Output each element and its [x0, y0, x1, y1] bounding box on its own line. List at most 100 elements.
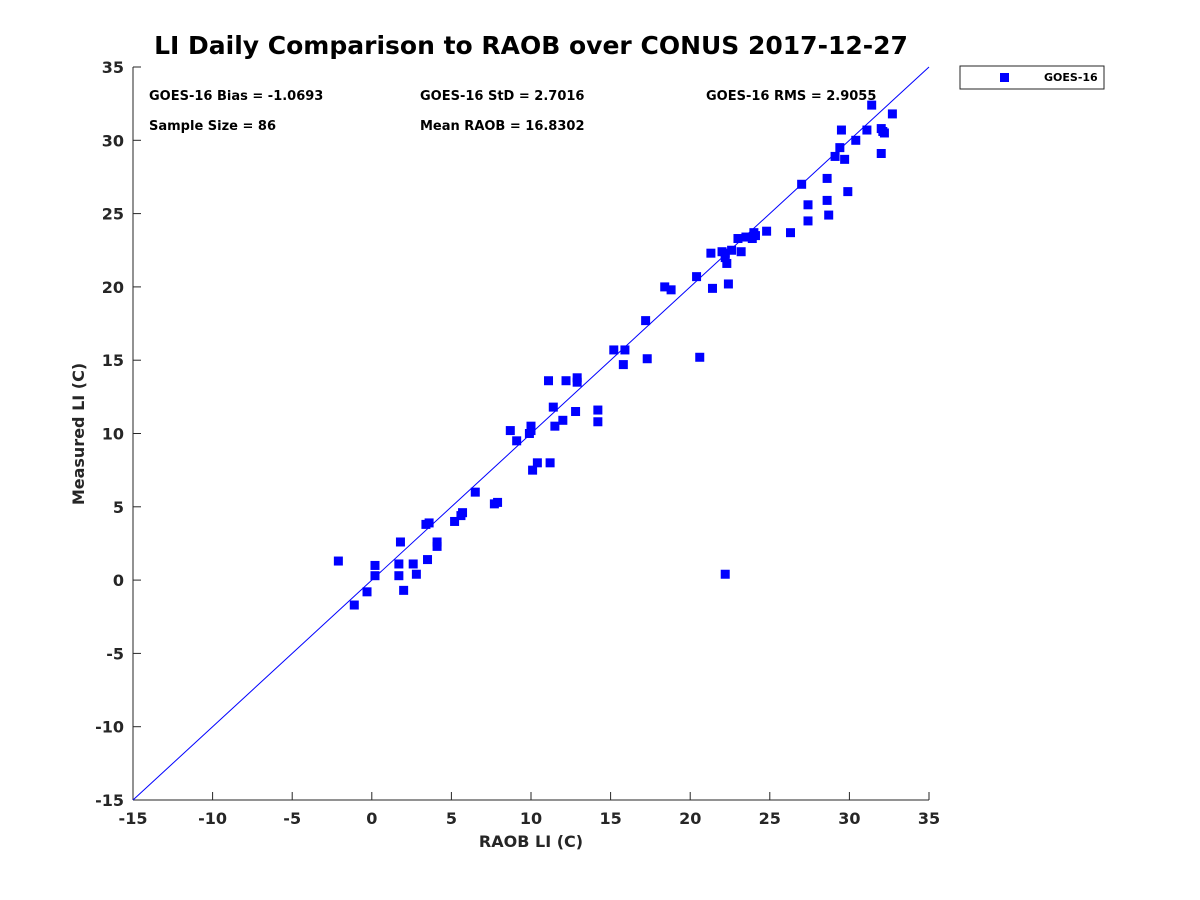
rms-stat: GOES-16 RMS = 2.9055	[706, 89, 876, 104]
y-tick-label: 15	[102, 351, 124, 370]
data-point	[749, 228, 759, 238]
data-point	[620, 345, 630, 355]
data-point	[493, 497, 503, 507]
data-point	[394, 571, 404, 581]
x-tick-label: 5	[446, 809, 457, 828]
data-point	[395, 537, 405, 547]
x-tick-label: 15	[599, 809, 621, 828]
data-point	[609, 345, 619, 355]
data-point	[593, 405, 603, 415]
data-point	[727, 245, 737, 255]
x-tick-label: -15	[119, 809, 148, 828]
y-tick-label: 5	[113, 498, 124, 517]
data-point	[733, 234, 743, 244]
data-point	[843, 187, 853, 197]
y-tick-label: 30	[102, 131, 124, 150]
y-axis-label: Measured LI (C)	[69, 363, 88, 505]
data-point	[840, 154, 850, 164]
y-axis-ticks: 35 30 25 20 15 10 5 0 -5 -10 -15	[95, 58, 141, 810]
data-point	[572, 377, 582, 387]
y-tick-label: -10	[95, 718, 124, 737]
data-point	[876, 148, 886, 158]
std-stat: GOES-16 StD = 2.7016	[420, 89, 584, 104]
data-point	[835, 143, 845, 153]
data-point	[450, 516, 460, 526]
data-point	[571, 407, 581, 417]
data-point	[720, 569, 730, 579]
data-point	[707, 283, 717, 293]
data-point	[370, 571, 380, 581]
legend-label: GOES-16	[1044, 71, 1098, 84]
data-point	[458, 508, 468, 518]
data-point	[558, 415, 568, 425]
data-point	[505, 426, 515, 436]
data-point	[593, 417, 603, 427]
x-tick-label: 20	[679, 809, 701, 828]
y-tick-label: 0	[113, 571, 124, 590]
data-point	[762, 226, 772, 236]
data-point	[830, 151, 840, 161]
data-point	[408, 559, 418, 569]
data-point	[797, 179, 807, 189]
data-point	[432, 541, 442, 551]
data-point	[867, 100, 877, 110]
data-point	[879, 128, 889, 138]
data-point	[641, 316, 651, 326]
x-tick-label: -10	[198, 809, 227, 828]
data-point	[822, 173, 832, 183]
data-points	[333, 100, 897, 610]
data-point	[424, 518, 434, 528]
legend: GOES-16	[959, 65, 1105, 90]
data-point	[548, 402, 558, 412]
data-point	[512, 436, 522, 446]
x-tick-label: 10	[520, 809, 542, 828]
data-point	[550, 421, 560, 431]
data-point	[528, 465, 538, 475]
data-point	[370, 560, 380, 570]
data-point	[722, 258, 732, 268]
x-axis-ticks: -15 -10 -5 0 5 10 15 20 25 30 35	[119, 792, 940, 828]
data-point	[333, 556, 343, 566]
data-point	[642, 354, 652, 364]
data-point	[618, 360, 628, 370]
data-point	[785, 228, 795, 238]
data-point	[544, 376, 554, 386]
data-point	[887, 109, 897, 119]
y-tick-label: 10	[102, 425, 124, 444]
data-point	[660, 282, 670, 292]
data-point	[822, 195, 832, 205]
data-point	[532, 458, 542, 468]
y-tick-label: 20	[102, 278, 124, 297]
x-tick-label: 30	[838, 809, 860, 828]
mean-raob-stat: Mean RAOB = 16.8302	[420, 119, 585, 134]
x-tick-label: 35	[918, 809, 940, 828]
data-point	[836, 125, 846, 135]
chart-title: LI Daily Comparison to RAOB over CONUS 2…	[154, 31, 908, 60]
data-point	[362, 587, 372, 597]
data-point	[394, 559, 404, 569]
data-point	[545, 458, 555, 468]
data-point	[720, 253, 730, 263]
data-point	[411, 569, 421, 579]
data-point	[399, 585, 409, 595]
data-point	[862, 125, 872, 135]
data-point	[423, 555, 433, 565]
y-tick-label: 25	[102, 205, 124, 224]
data-point	[561, 376, 571, 386]
data-point	[526, 421, 536, 431]
data-point	[470, 487, 480, 497]
data-point	[695, 352, 705, 362]
y-tick-label: -5	[106, 644, 124, 663]
data-point	[706, 248, 716, 258]
data-point	[723, 279, 733, 289]
sample-size-stat: Sample Size = 86	[149, 119, 276, 134]
x-tick-label: -5	[283, 809, 301, 828]
x-tick-label: 25	[759, 809, 781, 828]
data-point	[803, 216, 813, 226]
legend-marker	[1000, 73, 1009, 82]
legend-box	[959, 65, 1105, 90]
x-axis-label: RAOB LI (C)	[479, 832, 583, 851]
x-tick-label: 0	[366, 809, 377, 828]
y-tick-label: -15	[95, 791, 124, 810]
